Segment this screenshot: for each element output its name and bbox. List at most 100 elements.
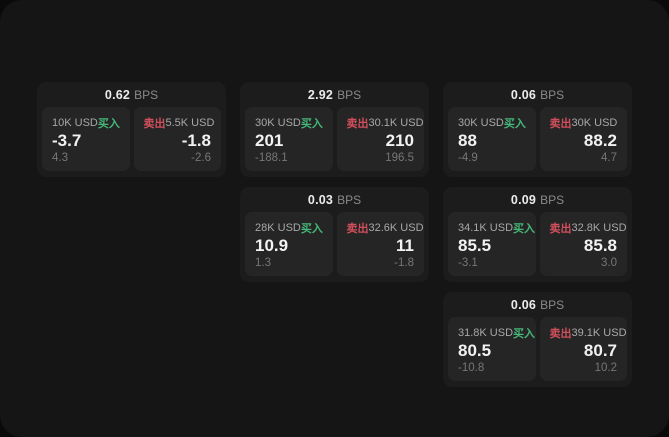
spread-unit: BPS: [540, 297, 565, 312]
quote-panels: 31.8K USD 买入 80.5 -10.8 卖出 39.1K USD 80.…: [443, 317, 632, 387]
buy-price: 80.5: [458, 341, 492, 361]
spread-value: 0.06: [510, 297, 537, 312]
sell-panel[interactable]: 卖出 39.1K USD 80.7 10.2: [539, 317, 627, 381]
sell-amount: 32.6K USD: [368, 222, 424, 234]
sell-price: 88.2: [583, 131, 617, 151]
spread-unit: BPS: [337, 87, 362, 102]
buy-panel[interactable]: 34.1K USD 买入 85.5 -3.1: [448, 212, 536, 276]
sell-top-row: 卖出 30K USD: [550, 115, 618, 131]
sell-price: 11: [396, 236, 414, 256]
spread-unit: BPS: [337, 192, 362, 207]
sell-side-label: 卖出: [346, 118, 369, 130]
buy-top-row: 34.1K USD 买入: [458, 220, 535, 236]
buy-price: -3.7: [52, 131, 82, 151]
spread-header: 0.03 BPS: [240, 187, 429, 212]
spread-unit: BPS: [540, 87, 565, 102]
sell-side-label: 卖出: [549, 118, 572, 130]
buy-side-label: 买入: [513, 223, 536, 235]
sell-amount: 30K USD: [571, 117, 618, 129]
buy-change: -4.9: [458, 152, 478, 164]
buy-amount: 10K USD: [52, 117, 98, 129]
sell-change: -2.6: [191, 152, 211, 164]
spread-unit: BPS: [540, 192, 565, 207]
sell-panel[interactable]: 卖出 30.1K USD 210 196.5: [336, 107, 424, 171]
buy-amount: 34.1K USD: [458, 222, 514, 234]
spread-header: 0.06 BPS: [443, 82, 632, 107]
spread-value: 0.09: [510, 192, 537, 207]
buy-top-row: 31.8K USD 买入: [458, 325, 535, 341]
spread-unit: BPS: [134, 87, 159, 102]
sell-change: 4.7: [601, 152, 617, 164]
buy-panel[interactable]: 30K USD 买入 201 -188.1: [245, 107, 333, 171]
buy-amount: 30K USD: [458, 117, 504, 129]
spread-header: 0.06 BPS: [443, 292, 632, 317]
buy-price: 88: [458, 131, 477, 151]
buy-panel[interactable]: 10K USD 买入 -3.7 4.3: [42, 107, 130, 171]
sell-panel[interactable]: 卖出 30K USD 88.2 4.7: [539, 107, 627, 171]
sell-price: 80.7: [583, 341, 617, 361]
spread-header: 0.62 BPS: [37, 82, 226, 107]
quote-card: 0.09 BPS 34.1K USD 买入 85.5 -3.1 卖出 32.8K…: [443, 187, 632, 282]
spread-header: 2.92 BPS: [240, 82, 429, 107]
spread-value: 2.92: [307, 87, 334, 102]
quote-card: 0.62 BPS 10K USD 买入 -3.7 4.3 卖出 5.5K USD…: [37, 82, 226, 177]
buy-side-label: 买入: [513, 328, 536, 340]
sell-panel[interactable]: 卖出 32.8K USD 85.8 3.0: [539, 212, 627, 276]
sell-side-label: 卖出: [143, 118, 166, 130]
buy-change: -3.1: [458, 257, 478, 269]
buy-amount: 28K USD: [255, 222, 301, 234]
quote-card: 0.06 BPS 31.8K USD 买入 80.5 -10.8 卖出 39.1…: [443, 292, 632, 387]
buy-side-label: 买入: [300, 118, 323, 130]
quote-panels: 28K USD 买入 10.9 1.3 卖出 32.6K USD 11 -1.8: [240, 212, 429, 282]
buy-side-label: 买入: [97, 118, 120, 130]
buy-change: 1.3: [255, 257, 271, 269]
sell-change: 3.0: [601, 257, 617, 269]
sell-top-row: 卖出 39.1K USD: [549, 325, 627, 341]
sell-top-row: 卖出 5.5K USD: [143, 115, 215, 131]
buy-top-row: 28K USD 买入: [255, 220, 323, 236]
buy-top-row: 30K USD 买入: [458, 115, 526, 131]
sell-amount: 32.8K USD: [571, 222, 627, 234]
sell-panel[interactable]: 卖出 5.5K USD -1.8 -2.6: [133, 107, 221, 171]
sell-change: 196.5: [385, 152, 414, 164]
spread-header: 0.09 BPS: [443, 187, 632, 212]
sell-amount: 5.5K USD: [165, 117, 215, 129]
quote-panels: 10K USD 买入 -3.7 4.3 卖出 5.5K USD -1.8 -2.…: [37, 107, 226, 177]
sell-price: 210: [385, 131, 414, 151]
sell-top-row: 卖出 30.1K USD: [346, 115, 424, 131]
buy-change: -10.8: [458, 362, 485, 374]
sell-amount: 30.1K USD: [368, 117, 424, 129]
quote-card: 0.03 BPS 28K USD 买入 10.9 1.3 卖出 32.6K US…: [240, 187, 429, 282]
buy-price: 10.9: [255, 236, 289, 256]
sell-change: 10.2: [594, 362, 617, 374]
quote-panels: 30K USD 买入 201 -188.1 卖出 30.1K USD 210 1…: [240, 107, 429, 177]
sell-price: 85.8: [583, 236, 617, 256]
quote-card: 0.06 BPS 30K USD 买入 88 -4.9 卖出 30K USD 8…: [443, 82, 632, 177]
quote-panels: 34.1K USD 买入 85.5 -3.1 卖出 32.8K USD 85.8…: [443, 212, 632, 282]
buy-top-row: 30K USD 买入: [255, 115, 323, 131]
quote-card: 2.92 BPS 30K USD 买入 201 -188.1 卖出 30.1K …: [240, 82, 429, 177]
sell-amount: 39.1K USD: [571, 327, 627, 339]
buy-price: 201: [255, 131, 284, 151]
sell-price: -1.8: [181, 131, 211, 151]
buy-panel[interactable]: 28K USD 买入 10.9 1.3: [245, 212, 333, 276]
sell-panel[interactable]: 卖出 32.6K USD 11 -1.8: [336, 212, 424, 276]
sell-top-row: 卖出 32.6K USD: [346, 220, 424, 236]
buy-panel[interactable]: 30K USD 买入 88 -4.9: [448, 107, 536, 171]
buy-change: -188.1: [255, 152, 288, 164]
buy-amount: 31.8K USD: [458, 327, 514, 339]
quote-panels: 30K USD 买入 88 -4.9 卖出 30K USD 88.2 4.7: [443, 107, 632, 177]
sell-change: -1.8: [394, 257, 414, 269]
sell-side-label: 卖出: [346, 223, 369, 235]
sell-side-label: 卖出: [549, 223, 572, 235]
spread-value: 0.62: [104, 87, 131, 102]
spread-value: 0.06: [510, 87, 537, 102]
sell-side-label: 卖出: [549, 328, 572, 340]
buy-side-label: 买入: [503, 118, 526, 130]
buy-change: 4.3: [52, 152, 68, 164]
buy-top-row: 10K USD 买入: [52, 115, 120, 131]
quote-cards-grid: 0.62 BPS 10K USD 买入 -3.7 4.3 卖出 5.5K USD…: [37, 82, 632, 387]
sell-top-row: 卖出 32.8K USD: [549, 220, 627, 236]
buy-panel[interactable]: 31.8K USD 买入 80.5 -10.8: [448, 317, 536, 381]
